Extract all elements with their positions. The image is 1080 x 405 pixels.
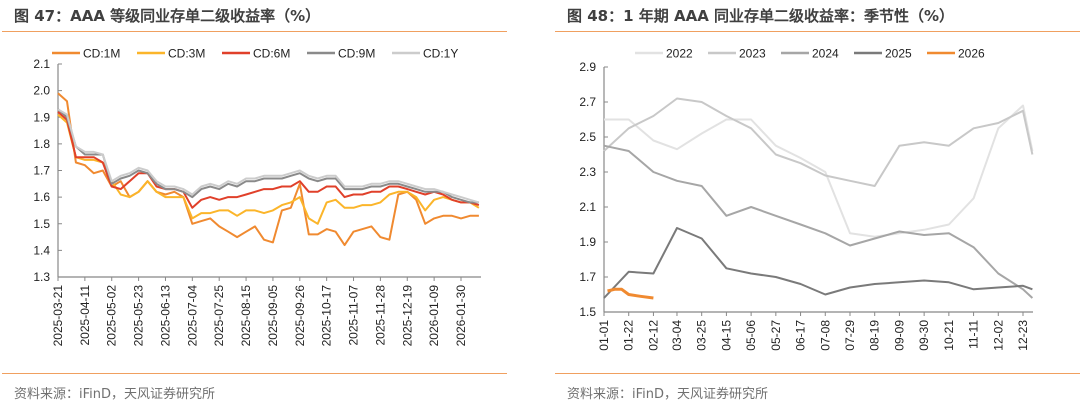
legend-label: 2024 [812,47,839,61]
series-line-2024 [603,144,1034,299]
x-tick-label: 03-25 [695,320,709,351]
legend-label: 2023 [739,47,766,61]
y-tick-label: 2.9 [579,60,596,74]
y-tick-label: 2.3 [579,165,596,179]
y-tick-label: 1.5 [33,217,50,231]
y-tick-label: 2.1 [579,200,596,214]
x-tick-label: 2025-06-13 [158,285,172,347]
x-tick-label: 08-19 [868,320,882,351]
x-tick-label: 05-27 [769,320,783,351]
legend-label: 2025 [885,47,912,61]
x-tick-label: 01-01 [597,320,611,351]
x-tick-label: 2025-07-25 [212,285,226,347]
y-tick-label: 2.5 [579,130,596,144]
y-tick-label: 1.6 [33,190,50,204]
legend-label: CD:1Y [423,47,458,61]
left-source-divider [2,373,507,374]
x-tick-label: 2025-11-28 [373,285,387,346]
x-tick-label: 01-22 [622,320,636,351]
y-tick-label: 1.4 [33,243,50,257]
legend-label: CD:1M [83,47,120,61]
legend-label: CD:3M [168,47,205,61]
x-tick-label: 09-09 [892,320,906,351]
x-tick-label: 03-04 [670,320,684,351]
x-tick-label: 2025-05-23 [132,285,146,347]
right-chart-title: 图 48：1 年期 AAA 同业存单二级收益率：季节性（%） [567,7,955,25]
series-line-2025 [603,227,1033,299]
x-tick-label: 12-23 [1016,320,1030,351]
x-tick-label: 2025-07-04 [185,285,199,347]
x-tick-label: 06-17 [794,320,808,351]
y-tick-label: 1.5 [579,305,596,319]
y-tick-label: 1.8 [33,137,50,151]
x-tick-label: 07-08 [818,320,832,351]
series-line-cd1y [57,108,480,204]
right-source-divider [555,373,1080,374]
x-tick-label: 2025-10-17 [320,285,334,347]
legend-label: 2022 [666,47,693,61]
right-source-note: 资料来源：iFinD，天风证券研究所 [567,387,769,402]
x-tick-label: 2025-09-26 [293,285,307,347]
x-tick-label: 11-11 [967,320,981,349]
y-tick-label: 1.7 [33,164,50,178]
y-tick-label: 1.9 [33,110,50,124]
legend-label: 2026 [958,47,985,61]
x-tick-label: 02-12 [646,320,660,351]
series-line-2022 [604,104,1034,238]
x-tick-label: 07-29 [843,320,857,351]
legend-label: CD:6M [253,47,290,61]
x-tick-label: 2025-04-11 [78,285,92,346]
x-tick-label: 2025-11-07 [347,285,361,346]
x-tick-label: 2025-09-05 [266,285,280,347]
x-tick-label: 04-15 [719,320,733,351]
y-tick-label: 2.0 [33,84,50,98]
left-line-chart: 1.3 1.4 1.5 1.6 1.7 1.8 1.9 2.0 2.1 2025-03-21 202… [33,47,481,347]
left-source-note: 资料来源：iFinD，天风证券研究所 [14,387,216,402]
y-tick-label: 2.7 [579,95,596,109]
x-tick-label: 2026-01-30 [454,285,468,347]
x-tick-label: 2025-08-15 [239,285,253,347]
x-tick-label: 2025-05-02 [105,285,119,347]
left-chart-title: 图 47：AAA 等级同业存单二级收益率（%） [14,7,321,25]
x-tick-label: 12-02 [991,320,1005,351]
x-tick-label: 05-06 [744,320,758,351]
x-tick-label: 2025-12-19 [400,285,414,347]
left-title-divider [2,31,507,32]
x-tick-label: 09-30 [917,320,931,351]
y-tick-label: 1.7 [579,270,596,284]
x-tick-label: 10-21 [942,320,956,351]
y-tick-label: 1.3 [33,270,50,284]
x-tick-label: 2025-03-21 [51,285,65,347]
x-tick-label: 2026-01-09 [427,285,441,347]
series-line-2023 [603,97,1034,187]
series-line-cd3m [57,113,480,225]
right-title-divider [555,31,1080,32]
y-tick-label: 2.1 [33,57,50,71]
series-line-cd9m [57,108,479,204]
legend-label: CD:9M [338,47,375,61]
series-line-cd6m [57,111,480,209]
series-line-2026 [607,287,654,300]
y-tick-label: 1.9 [579,235,596,249]
